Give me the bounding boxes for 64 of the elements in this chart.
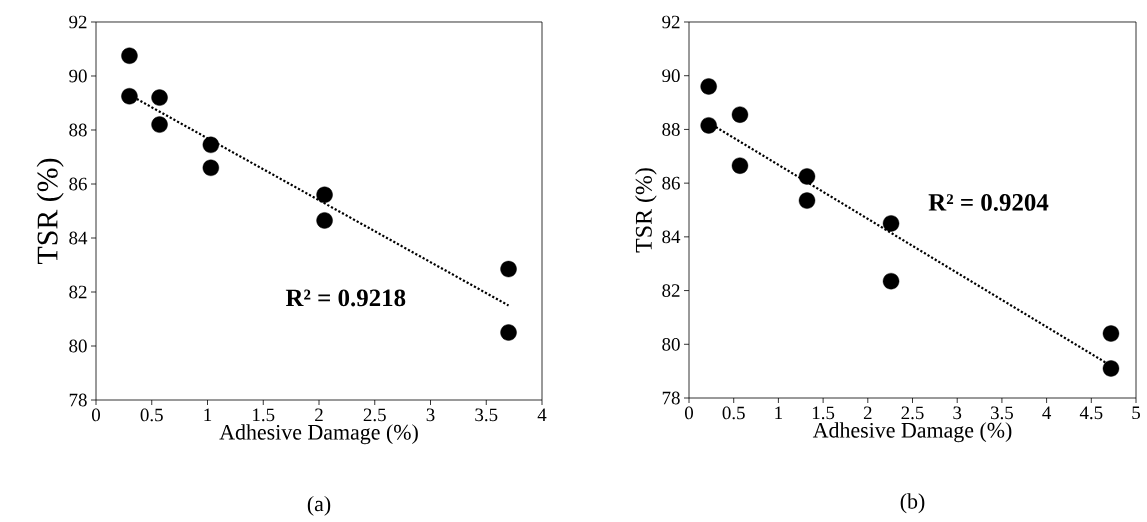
y-tick-label: 84	[69, 231, 88, 245]
y-tick-label: 78	[69, 393, 87, 407]
x-axis-title: Adhesive Damage (%)	[219, 424, 418, 445]
point	[882, 215, 900, 232]
x-tick-label: 3.5	[990, 406, 1013, 420]
y-tick-label: 92	[69, 15, 87, 29]
x-tick-label: 4	[1042, 406, 1052, 419]
point	[731, 157, 749, 174]
x-tick-label: 2	[863, 406, 872, 420]
y-axis-title: TSR (%)	[36, 158, 64, 264]
point	[500, 260, 517, 278]
x-tick-label: 4.5	[1079, 406, 1103, 420]
y-tick-label: 82	[662, 284, 680, 297]
y-tick-label: 86	[662, 176, 680, 190]
annotation: R² = 0.9218	[285, 289, 406, 307]
x-axis-title: Adhesive Damage (%)	[812, 422, 1012, 443]
y-tick-label: 88	[662, 123, 680, 136]
x-tick-label: 2	[315, 408, 323, 422]
point	[316, 212, 333, 229]
y-axis-title: TSR (%)	[635, 168, 657, 253]
point	[121, 88, 138, 105]
x-tick-label: 2.5	[363, 408, 386, 422]
text: (a)	[307, 495, 331, 516]
point	[316, 186, 333, 203]
x-tick-label: 0	[91, 408, 100, 422]
y-tick-label: 90	[662, 69, 680, 83]
point	[500, 324, 517, 341]
x-tick-label: 1.5	[253, 408, 275, 422]
x-tick-label: 3.5	[475, 408, 498, 422]
y-tick-label: 86	[69, 177, 87, 191]
y-tick-label: 80	[662, 337, 680, 351]
y-tick-label: 90	[69, 69, 87, 83]
point	[700, 78, 717, 95]
point	[731, 106, 749, 123]
y-tick-label: 82	[69, 285, 87, 299]
annotation: R² = 0.9204	[928, 194, 1049, 211]
point	[121, 47, 138, 64]
point	[882, 272, 900, 290]
text: (b)	[900, 493, 925, 514]
x-tick-label: 3	[426, 408, 435, 422]
x-tick-label: 2.5	[901, 406, 924, 420]
point	[151, 116, 168, 133]
x-tick-label: 3	[953, 406, 962, 420]
x-tick-label: 4	[537, 408, 547, 421]
x-tick-label: 0.5	[722, 406, 745, 420]
y-tick-label: 92	[662, 15, 680, 29]
y-tick-label: 78	[662, 391, 680, 405]
y-tick-label: 84	[662, 230, 681, 244]
point	[202, 159, 220, 176]
y-tick-label: 80	[69, 339, 87, 353]
x-tick-label: 1	[204, 408, 212, 422]
point	[798, 192, 816, 209]
point	[1102, 325, 1120, 342]
point	[700, 117, 717, 134]
x-tick-label: 0	[684, 406, 694, 420]
point	[1102, 360, 1120, 377]
x-tick-label: 0.5	[140, 408, 163, 422]
point	[798, 168, 816, 185]
point	[202, 136, 220, 154]
x-tick-label: 5	[1132, 406, 1140, 420]
x-tick-label: 1	[775, 406, 782, 420]
point	[151, 89, 168, 106]
x-tick-label: 1.5	[812, 406, 835, 420]
y-tick-label: 88	[69, 123, 87, 137]
